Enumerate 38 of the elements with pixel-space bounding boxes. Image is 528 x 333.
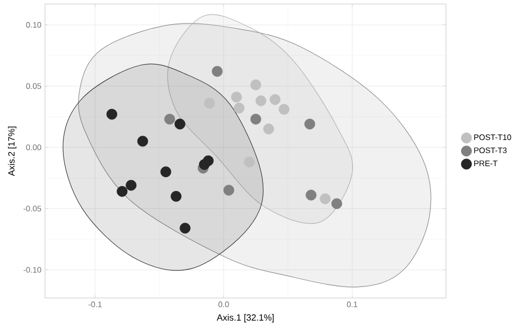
point	[250, 114, 262, 125]
y-tick-label: 0.05	[26, 83, 42, 89]
x-tick-label: -0.1	[88, 302, 102, 308]
point	[116, 186, 128, 197]
point	[331, 198, 342, 210]
point	[304, 118, 316, 130]
point	[250, 79, 262, 90]
point	[306, 190, 316, 200]
y-tick-label: -0.10	[24, 266, 42, 273]
point	[198, 159, 210, 170]
point	[231, 92, 242, 103]
legend-label: PRE-T	[474, 160, 498, 166]
point	[234, 102, 244, 114]
point	[170, 190, 182, 202]
point	[164, 114, 176, 125]
point	[244, 156, 255, 168]
legend-label: POST-T10	[474, 134, 512, 140]
point	[256, 95, 266, 106]
y-tick-label: 0.00	[26, 144, 42, 150]
y-tick-label: -0.05	[24, 206, 42, 212]
point	[278, 104, 290, 115]
y-tick-label: 0.10	[26, 22, 42, 28]
y-axis-title: Axis.2 [17%]	[8, 126, 16, 176]
point	[223, 184, 234, 196]
point	[212, 66, 223, 77]
legend-label: POST-T3	[474, 148, 507, 154]
point	[263, 124, 274, 134]
x-tick-label: 0.1	[346, 302, 358, 308]
point	[106, 108, 118, 120]
point	[320, 193, 331, 204]
x-tick-label: 0.0	[218, 302, 229, 308]
point	[137, 136, 148, 147]
point	[160, 166, 172, 178]
point	[180, 222, 190, 234]
point	[174, 118, 186, 130]
x-axis-title: Axis.1 [32.1%]	[216, 314, 274, 322]
point	[270, 94, 280, 105]
point	[126, 180, 137, 191]
